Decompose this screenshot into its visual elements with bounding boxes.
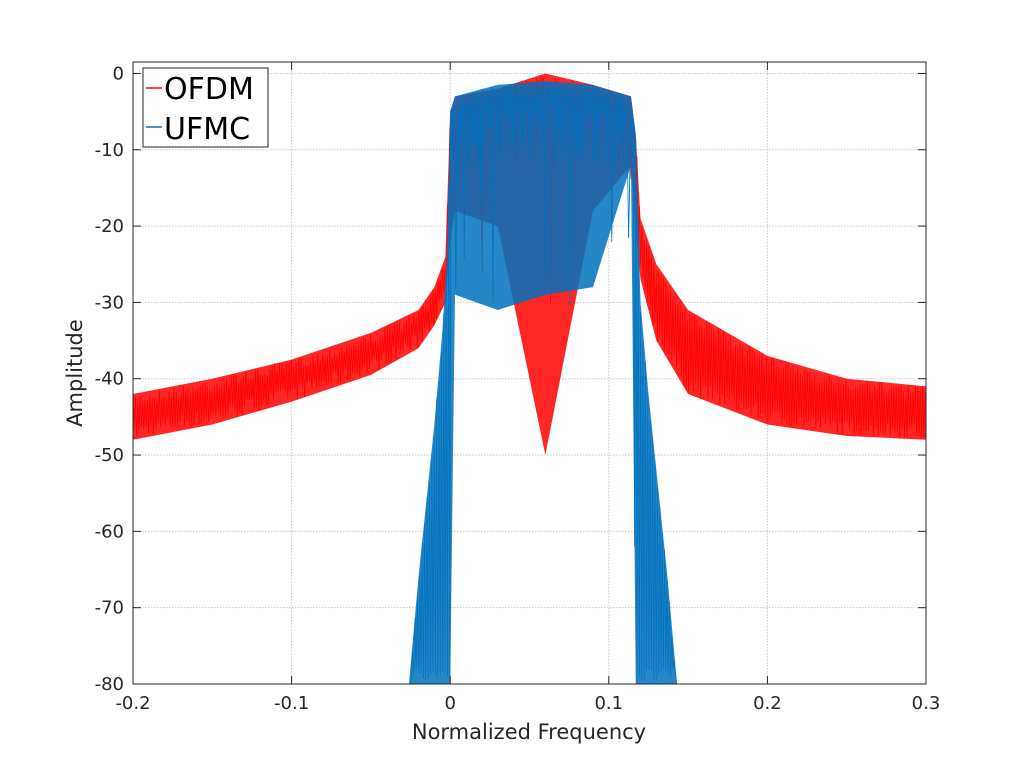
axes-box (132, 61, 927, 685)
x-tick-label: 0.2 (753, 693, 782, 714)
x-tick-label: 0.3 (912, 693, 941, 714)
y-tick-label: -30 (95, 292, 124, 313)
y-tick-label: 0 (113, 63, 124, 84)
y-tick-label: -50 (95, 445, 124, 466)
legend-label-ofdm: OFDM (164, 72, 254, 107)
x-axis-label: Normalized Frequency (412, 720, 646, 744)
series-envelope (408, 81, 677, 684)
x-tick-label: -0.1 (274, 693, 309, 714)
x-tick-label: 0 (444, 693, 455, 714)
series-line (410, 81, 677, 685)
legend: OFDM UFMC (142, 67, 269, 148)
plot-area (132, 73, 926, 685)
y-tick-label: -70 (95, 598, 124, 619)
x-tick-label: -0.2 (115, 693, 150, 714)
y-axis-label: Amplitude (63, 319, 87, 427)
ticks: -0.2 -0.1 0 0.1 0.2 0.3 0 -10 -20 -30 -40 -50 -60 -70… (95, 62, 941, 714)
legend-box (142, 67, 269, 148)
y-tick-label: -40 (95, 369, 124, 390)
y-tick-label: -60 (95, 521, 124, 542)
legend-label-ufmc: UFMC (164, 112, 250, 147)
x-tick-label: 0.1 (594, 693, 623, 714)
y-tick-label: -10 (95, 140, 124, 161)
y-tick-label: -80 (95, 674, 124, 695)
series-ufmc (408, 81, 677, 685)
y-tick-label: -20 (95, 216, 124, 237)
